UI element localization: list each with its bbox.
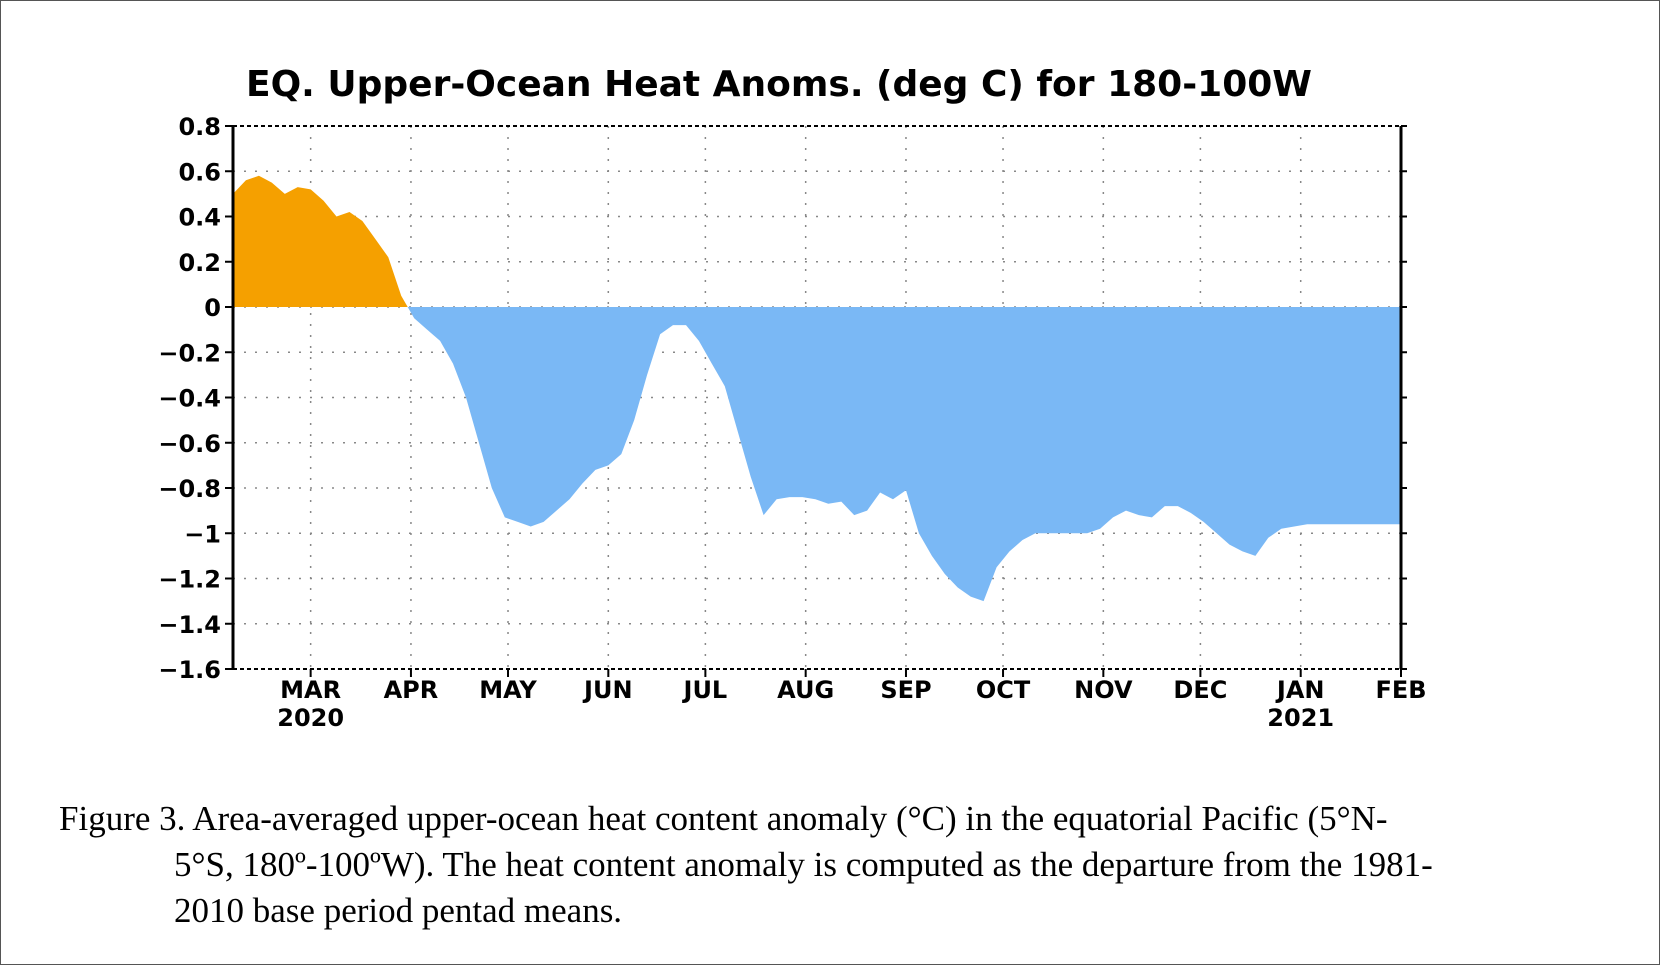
x-tick-label: OCT (976, 676, 1031, 704)
x-tick-year-label: 2021 (1267, 704, 1334, 732)
x-tick-label: JUN (582, 676, 633, 704)
y-tick-label: −0.8 (158, 475, 221, 503)
x-tick-label: AUG (777, 676, 834, 704)
x-tick-label: NOV (1074, 676, 1133, 704)
positive-anomaly-area (233, 175, 1401, 307)
y-tick-label: −0.6 (158, 430, 221, 458)
x-tick-label: DEC (1173, 676, 1227, 704)
chart-title: EQ. Upper-Ocean Heat Anoms. (deg C) for … (246, 64, 1312, 105)
y-tick-label: 0.2 (178, 249, 221, 277)
caption-line-1: Figure 3. Area-averaged upper-ocean heat… (59, 799, 1388, 838)
y-tick-label: −1.2 (158, 566, 221, 594)
x-tick-label: APR (384, 676, 439, 704)
caption-line-3: 2010 base period pentad means. (174, 891, 623, 930)
x-tick-label: FEB (1375, 676, 1426, 704)
y-tick-label: −0.2 (158, 339, 221, 367)
y-tick-label: −0.4 (158, 385, 221, 413)
x-tick-label: MAY (479, 676, 537, 704)
y-tick-label: 0 (204, 294, 221, 322)
y-tick-label: 0.4 (178, 204, 221, 232)
y-tick-label: −1 (184, 520, 221, 548)
y-tick-label: −1.6 (158, 656, 221, 684)
y-tick-label: −1.4 (158, 611, 221, 639)
y-tick-label: 0.8 (178, 113, 221, 141)
x-tick-label: JAN (1275, 676, 1325, 704)
figure-caption: Figure 3. Area-averaged upper-ocean heat… (59, 796, 1599, 934)
x-tick-label: SEP (880, 676, 931, 704)
x-tick-label: JUL (682, 676, 728, 704)
x-tick-year-label: 2020 (277, 704, 344, 732)
negative-anomaly-area (233, 307, 1401, 602)
x-tick-label: MAR (280, 676, 341, 704)
caption-line-2: 5°S, 180º-100ºW). The heat content anoma… (174, 845, 1433, 884)
y-tick-label: 0.6 (178, 158, 221, 186)
